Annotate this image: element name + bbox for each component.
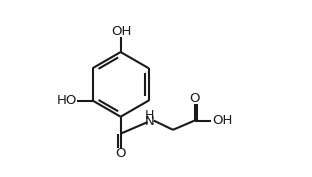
Text: O: O bbox=[115, 147, 126, 160]
Text: OH: OH bbox=[111, 25, 132, 38]
Text: HO: HO bbox=[56, 94, 77, 107]
Text: H: H bbox=[145, 109, 154, 122]
Text: O: O bbox=[189, 92, 200, 105]
Text: N: N bbox=[145, 115, 155, 128]
Text: OH: OH bbox=[212, 114, 232, 127]
